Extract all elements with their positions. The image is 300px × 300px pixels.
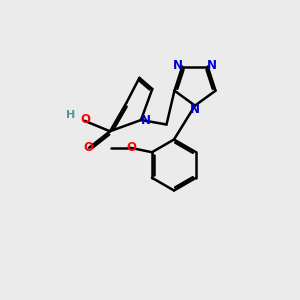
Text: O: O (83, 141, 93, 154)
Text: N: N (173, 58, 183, 71)
Text: O: O (80, 113, 90, 126)
Text: O: O (127, 141, 137, 154)
Text: N: N (190, 103, 200, 116)
Text: N: N (140, 113, 151, 127)
Text: N: N (207, 58, 217, 71)
Text: H: H (66, 110, 76, 120)
